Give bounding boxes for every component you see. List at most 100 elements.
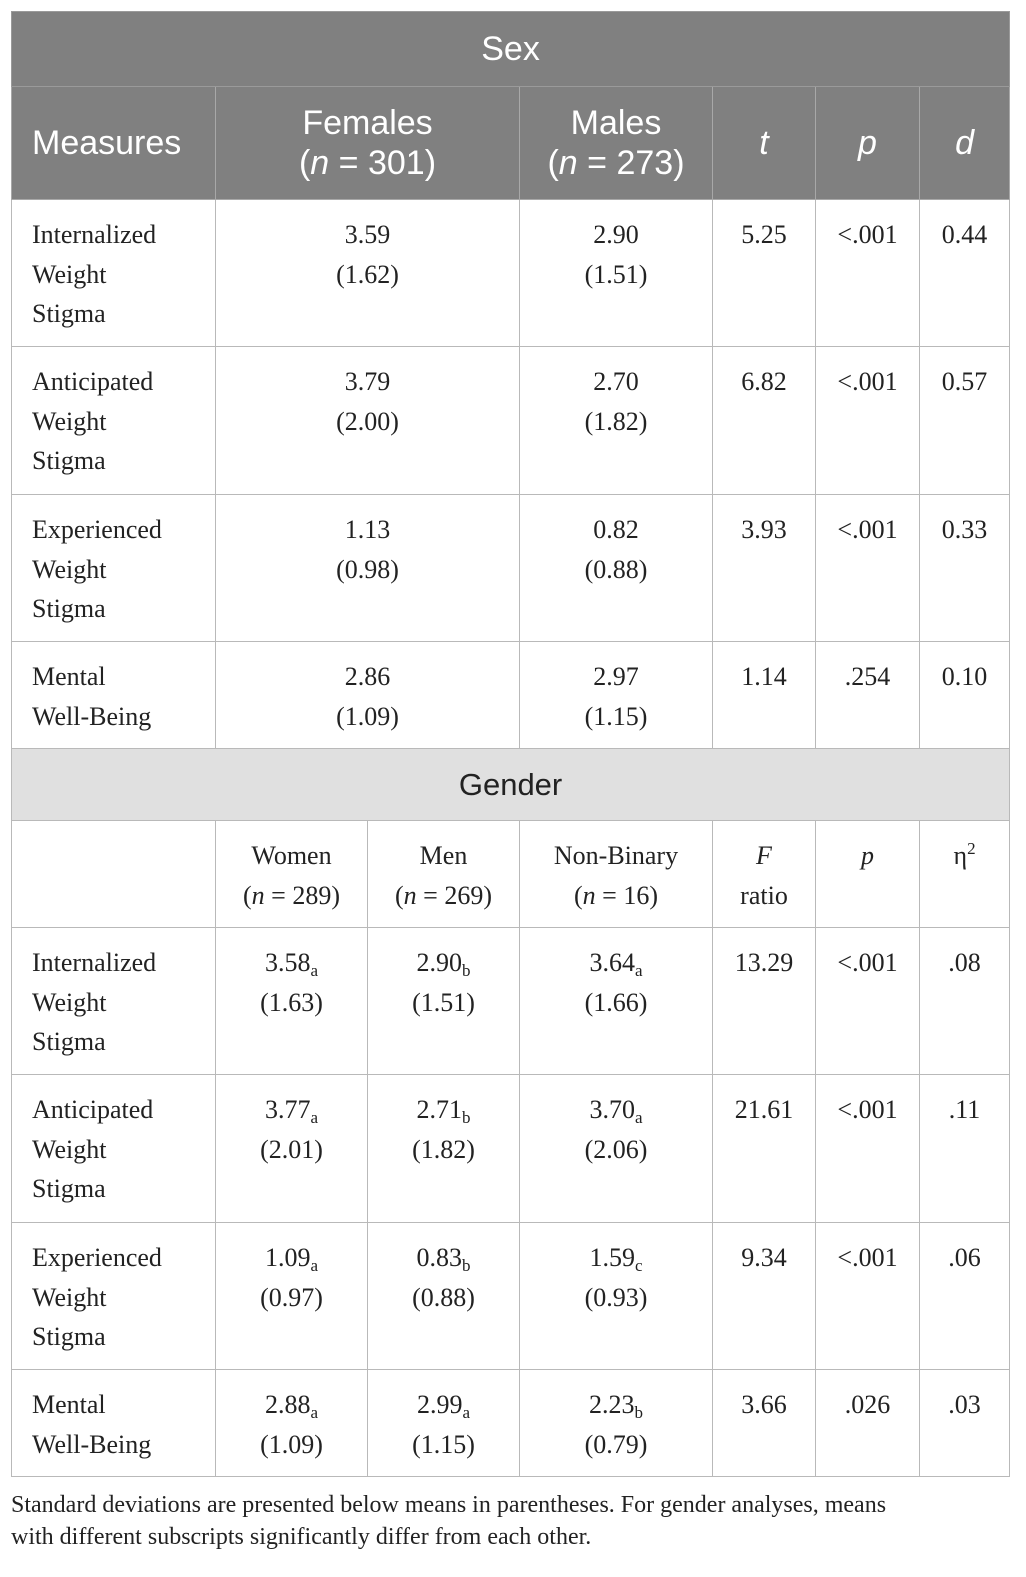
- measure-name: Mental Well-Being: [11, 641, 216, 749]
- gender-p-value: .026: [815, 1369, 920, 1477]
- females-sd: (1.09): [336, 701, 399, 731]
- women-n-symbol: n: [251, 880, 265, 910]
- t-value-text: 5.25: [741, 220, 787, 249]
- nonbinary-mean: 3.70: [589, 1095, 635, 1124]
- gender-p-value-text: <.001: [837, 1243, 898, 1272]
- men-mean: 2.71: [416, 1095, 463, 1124]
- men-label: Men: [419, 841, 468, 870]
- f-ratio-value-text: 21.61: [734, 1095, 794, 1124]
- nonbinary-subscript: c: [634, 1256, 643, 1275]
- gender-header-row: Women (n = 289) Men (n = 269) Non-Binary (n…: [11, 820, 1011, 928]
- gender-rows: Internalized Weight Stigma 3.58a (1.63) 2.90b…: [11, 927, 1011, 1477]
- nonbinary-sd: (2.06): [584, 1134, 648, 1164]
- females-n-symbol: n: [310, 144, 330, 182]
- sex-rows: Internalized Weight Stigma 3.59 (1.62) 2.90 (1…: [11, 199, 1011, 749]
- men-n-symbol: n: [403, 880, 417, 910]
- sex-band-row: Sex: [10, 11, 1011, 87]
- f-ratio-value-text: 13.29: [734, 948, 794, 977]
- males-value: 2.90 (1.51): [519, 199, 713, 347]
- gender-p-header: p: [815, 820, 920, 928]
- nonbinary-sd: (0.93): [584, 1282, 648, 1312]
- males-n-symbol: n: [558, 144, 578, 182]
- measure-name: Internalized Weight Stigma: [11, 199, 216, 347]
- eta-superscript: 2: [967, 839, 976, 858]
- females-value: 3.79 (2.00): [215, 346, 520, 495]
- women-subscript: a: [310, 1108, 319, 1127]
- eta-squared-value: .03: [918, 1369, 1011, 1477]
- p-value-text: <.001: [837, 515, 898, 544]
- measure-name-line: Stigma: [32, 446, 106, 475]
- t-value: 6.82: [712, 346, 816, 495]
- gender-p-value-text: <.001: [837, 1095, 898, 1124]
- nonbinary-subscript: a: [634, 961, 643, 980]
- women-sd: (0.97): [260, 1282, 323, 1312]
- females-header: Females (n = 301): [215, 86, 520, 200]
- eta-squared-value: .11: [918, 1074, 1011, 1223]
- f-label: F: [756, 841, 772, 870]
- gender-data-row: Mental Well-Being 2.88a (1.09) 2.99a (1.15) 2.…: [11, 1369, 1011, 1477]
- women-value: 2.88a (1.09): [215, 1369, 368, 1477]
- gender-p-value: <.001: [815, 1222, 920, 1370]
- women-value: 3.58a (1.63): [215, 927, 368, 1075]
- females-mean: 3.59: [344, 220, 391, 249]
- men-mean: 2.99: [416, 1390, 463, 1419]
- males-sd: (1.82): [584, 406, 648, 436]
- nonbinary-mean: 1.59: [589, 1243, 635, 1272]
- women-mean: 3.77: [264, 1095, 311, 1124]
- f-ratio-value: 3.66: [712, 1369, 816, 1477]
- men-subscript: a: [462, 1403, 471, 1422]
- t-value: 3.93: [712, 494, 816, 642]
- women-sd: (1.63): [260, 987, 323, 1017]
- measure-name-line: Stigma: [32, 594, 106, 623]
- f-ratio-value: 21.61: [712, 1074, 816, 1223]
- nonbinary-subscript: a: [634, 1108, 643, 1127]
- males-sd: (1.51): [584, 259, 648, 289]
- men-sd: (1.51): [412, 987, 475, 1017]
- measure-name-line: Internalized: [32, 220, 157, 249]
- measure-name-line: Weight: [32, 554, 107, 584]
- females-mean: 3.79: [344, 367, 391, 396]
- sex-data-row: Anticipated Weight Stigma 3.79 (2.00) 2.70 (1.…: [11, 346, 1011, 495]
- women-header: Women (n = 289): [215, 820, 368, 928]
- gender-p-value: <.001: [815, 1074, 920, 1223]
- d-value-text: 0.57: [941, 367, 988, 396]
- t-value: 5.25: [712, 199, 816, 347]
- p-value: <.001: [815, 494, 920, 642]
- males-sd: (0.88): [584, 554, 648, 584]
- females-label: Females: [302, 104, 433, 142]
- note-line-1: Standard deviations are presented below …: [11, 1492, 887, 1518]
- men-subscript: b: [462, 961, 471, 980]
- men-n: = 269): [423, 880, 492, 910]
- measure-name-line: Weight: [32, 406, 107, 436]
- t-value-text: 3.93: [741, 515, 787, 544]
- gender-band-title: Gender: [10, 748, 1011, 821]
- women-mean: 2.88: [264, 1390, 311, 1419]
- measure-name-line: Well-Being: [32, 1429, 152, 1459]
- males-sd: (1.15): [584, 701, 648, 731]
- males-header: Males (n = 273): [519, 86, 713, 200]
- measure-name-line: Well-Being: [32, 701, 152, 731]
- gender-band-row: Gender: [10, 748, 1011, 821]
- eta-squared-value-text: .11: [948, 1095, 981, 1124]
- nonbinary-mean: 3.64: [589, 948, 635, 977]
- stats-table-container: Sex Measures Females (n = 301) Males (n = …: [10, 11, 1011, 1477]
- d-value: 0.33: [918, 494, 1011, 642]
- sex-data-row: Mental Well-Being 2.86 (1.09) 2.97 (1.15) 1.14…: [11, 641, 1011, 749]
- note-line-2: with different subscripts significantly …: [11, 1524, 592, 1550]
- men-value: 2.71b (1.82): [367, 1074, 520, 1223]
- males-n: = 273): [587, 144, 685, 182]
- measure-name-line: Anticipated: [32, 367, 154, 396]
- p-value-text: <.001: [837, 220, 898, 249]
- nonbinary-subscript: b: [634, 1403, 644, 1422]
- measure-name: Anticipated Weight Stigma: [11, 346, 216, 495]
- women-subscript: a: [310, 1403, 319, 1422]
- t-value-text: 1.14: [741, 662, 787, 691]
- measure-name-line: Weight: [32, 259, 107, 289]
- measure-name-line: Weight: [32, 1282, 107, 1312]
- nonbinary-header: Non-Binary (n = 16): [519, 820, 713, 928]
- measure-name: Internalized Weight Stigma: [11, 927, 216, 1075]
- men-header: Men (n = 269): [367, 820, 520, 928]
- eta-squared-value: .08: [918, 927, 1011, 1075]
- eta-squared-value-text: .08: [948, 948, 981, 977]
- men-sd: (1.15): [412, 1429, 475, 1459]
